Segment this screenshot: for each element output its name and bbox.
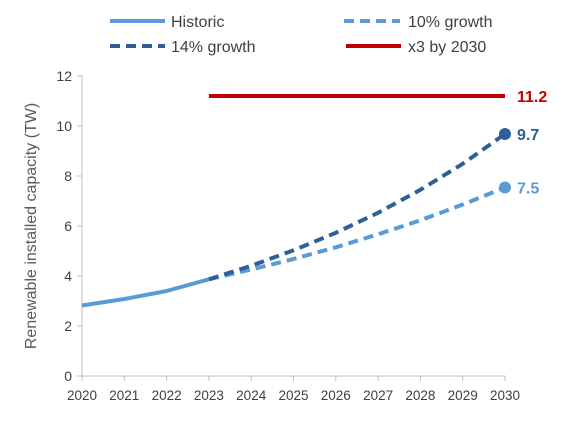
end-marker-10-growth <box>499 181 511 194</box>
y-tick-label: 0 <box>64 368 72 384</box>
x-tick-label: 2030 <box>490 388 520 403</box>
y-tick-label: 2 <box>64 318 72 334</box>
end-label-x3-by-2030: 11.2 <box>517 89 547 106</box>
x-tick-label: 2029 <box>448 388 478 403</box>
legend-label-14-growth: 14% growth <box>171 39 256 56</box>
series-line-14-growth <box>208 132 507 282</box>
y-tick-label: 8 <box>64 168 72 184</box>
end-marker-14-growth <box>499 128 511 140</box>
legend: Historic 10% growth 14% growth x3 by 203… <box>110 14 493 56</box>
end-label-10-growth: 7.5 <box>517 181 539 198</box>
x-tick-label: 2024 <box>236 388 267 403</box>
y-tick-label: 6 <box>64 218 72 234</box>
series-line-historic <box>81 277 210 308</box>
legend-label-historic: Historic <box>171 14 224 31</box>
x-tick-label: 2025 <box>278 388 308 403</box>
legend-item-x3-by-2030: x3 by 2030 <box>346 39 486 56</box>
legend-item-10-growth: 10% growth <box>344 14 493 31</box>
x-tick-label: 2028 <box>405 388 435 403</box>
x-tick-label: 2021 <box>109 388 139 403</box>
plot-area: 0 2 4 6 8 10 12 2020 2021 2022 2023 2024 2025 2026 202… <box>56 68 547 403</box>
legend-label-x3-by-2030: x3 by 2030 <box>408 39 486 56</box>
x-tick-label: 2020 <box>67 388 97 403</box>
series-line-10-growth <box>208 185 506 282</box>
x-tick-label: 2023 <box>194 388 224 403</box>
end-label-14-growth: 9.7 <box>517 127 539 144</box>
legend-item-historic: Historic <box>110 14 224 31</box>
legend-item-14-growth: 14% growth <box>110 39 256 56</box>
legend-label-10-growth: 10% growth <box>408 14 493 31</box>
y-axis-title: Renewable installed capacity (TW) <box>23 103 40 349</box>
x-tick-label: 2027 <box>363 388 393 403</box>
x-tick-label: 2026 <box>321 388 351 403</box>
x-tick-label: 2022 <box>152 388 182 403</box>
y-tick-label: 4 <box>64 268 72 284</box>
y-tick-label: 12 <box>56 68 72 84</box>
y-tick-label: 10 <box>56 118 72 134</box>
